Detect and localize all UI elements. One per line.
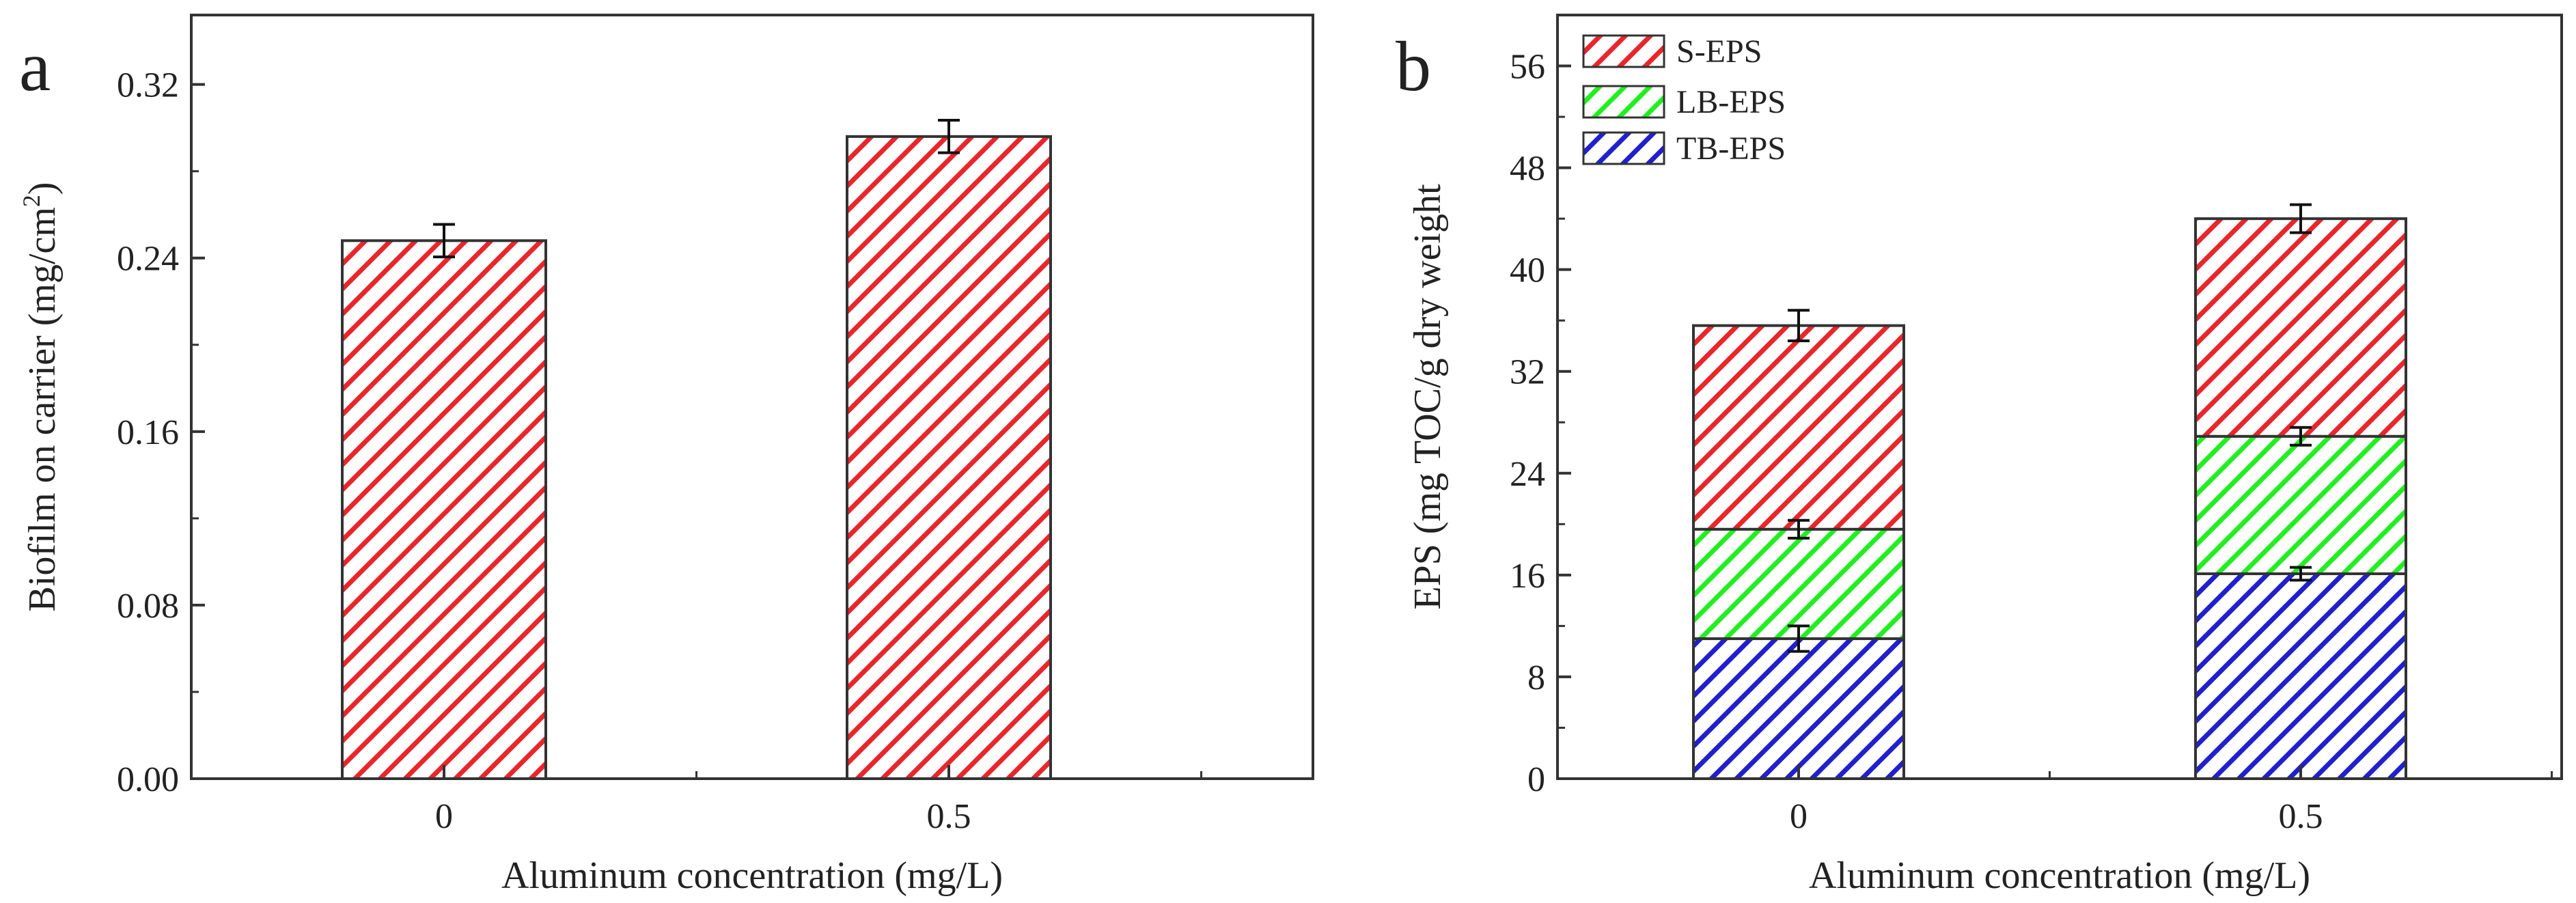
panel-a-y-axis-label: Biofilm on carrier (mg/cm2) (18, 182, 64, 611)
panel-a-bars (341, 119, 1052, 780)
panel-b-label: b (1396, 27, 1431, 106)
b-y-tick-label: 24 (1510, 455, 1545, 494)
b-y-tick-label: 32 (1510, 353, 1545, 392)
panel-a-y-axis-label-sup: 2 (18, 195, 45, 207)
b-y-tick-label: 56 (1510, 48, 1545, 87)
a-bar-biofilm-cat0 (341, 239, 547, 780)
b-bar-s-eps-cat1 (2194, 217, 2407, 438)
panel-a-chart: a 0.000.080.160.240.32 0 0.5 Aluminum con… (18, 14, 1314, 897)
panel-b-y-axis-label: EPS (mg TOC/g dry weight (1407, 184, 1449, 610)
b-y-tick-label: 16 (1510, 557, 1545, 596)
a-bar-biofilm-cat1 (846, 135, 1052, 780)
legend-label-lb-eps: LB-EPS (1676, 84, 1786, 120)
b-y-tick-label: 8 (1527, 658, 1545, 697)
b-y-tick-label: 48 (1510, 150, 1545, 189)
a-y-tick-label: 0.08 (117, 587, 179, 626)
a-x-tick-label: 0.5 (927, 797, 971, 836)
b-x-tick-label: 0 (1790, 797, 1808, 836)
panel-b-x-axis-label: Aluminum concentration (mg/L) (1809, 855, 2310, 897)
b-bar-lb-eps-cat1 (2194, 434, 2407, 576)
b-bar-tb-eps-cat0 (1692, 637, 1905, 780)
b-x-tick-label: 0.5 (2279, 797, 2323, 836)
panel-b-plot-frame (1556, 14, 2563, 780)
panel-a-y-axis-label-main: Biofilm on carrier (mg/cm (21, 207, 64, 611)
a-y-tick-label: 0.16 (117, 413, 179, 452)
legend-swatch-tb-eps (1582, 131, 1665, 165)
panel-b-bars (1692, 203, 2407, 781)
b-bar-tb-eps-cat1 (2194, 572, 2407, 781)
a-y-tick-label: 0.32 (117, 66, 179, 105)
panel-b-legend: S-EPS LB-EPS TB-EPS (1582, 33, 1786, 167)
panel-a-x-axis-label: Aluminum concentration (mg/L) (501, 855, 1003, 897)
panel-b-y-axis: 0 8 16 24 32 40 48 56 (1510, 48, 1571, 799)
a-y-tick-label: 0.24 (117, 240, 179, 279)
legend-label-tb-eps: TB-EPS (1676, 130, 1786, 167)
panel-a-y-axis: 0.00 0.08 0.16 0.24 0.32 (117, 66, 205, 799)
b-y-tick-label: 0 (1527, 760, 1545, 799)
panel-a-plot-frame (190, 14, 1314, 780)
a-y-tick-label: 0.00 (117, 760, 179, 799)
panel-a-x-axis: 0 0.5 (191, 765, 1202, 836)
legend-swatch-lb-eps (1582, 85, 1665, 119)
panel-a-label: a (19, 27, 51, 106)
panel-a-y-axis-label-end: ) (21, 182, 64, 195)
b-bar-s-eps-cat0 (1692, 324, 1905, 531)
a-x-tick-label: 0 (435, 797, 453, 836)
b-y-tick-label: 40 (1510, 251, 1545, 290)
panel-b-x-axis: 0 0.5 (1790, 765, 2553, 836)
legend-label-s-eps: S-EPS (1676, 33, 1762, 70)
legend-swatch-s-eps (1582, 34, 1665, 68)
b-bar-lb-eps-cat0 (1692, 527, 1905, 641)
